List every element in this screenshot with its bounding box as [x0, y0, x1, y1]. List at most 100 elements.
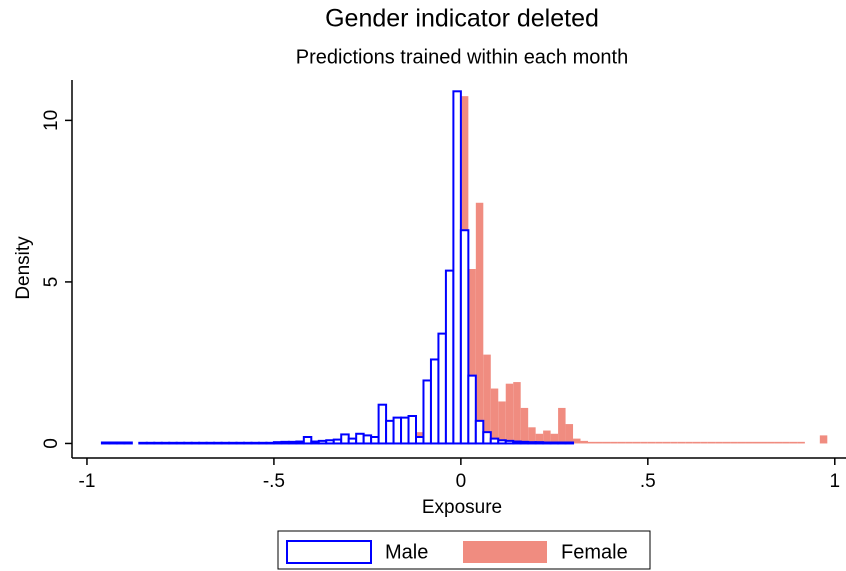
y-axis-label: Density [13, 236, 34, 300]
histogram-bar [213, 441, 223, 445]
histogram-bar [730, 441, 738, 444]
histogram-bar [205, 441, 216, 445]
histogram-bar [153, 441, 163, 445]
histogram-bar [145, 441, 156, 445]
histogram-bar [272, 441, 283, 445]
histogram-bar [519, 440, 530, 445]
histogram-bar [392, 416, 403, 445]
y-tick-label: 5 [41, 277, 62, 288]
chart-subtitle: Predictions trained within each month [296, 46, 628, 68]
legend: Male Female [286, 540, 628, 564]
histogram-bar [168, 441, 178, 445]
histogram-bar [400, 416, 410, 445]
histogram-bar [280, 440, 290, 445]
histogram-bar [459, 229, 470, 445]
histogram-bar [527, 441, 537, 445]
histogram-bar [550, 433, 559, 444]
histogram-bar [588, 441, 596, 444]
histogram-bar [504, 439, 515, 445]
histogram-bar [543, 430, 551, 444]
histogram-bar [745, 441, 753, 444]
histogram-bar [415, 436, 425, 445]
histogram-bar [737, 441, 746, 444]
histogram-bar [257, 441, 268, 445]
x-tick-label: -1 [79, 471, 96, 492]
histogram-bar [513, 382, 521, 444]
histogram-bar [662, 441, 671, 444]
histogram-bar [715, 441, 723, 444]
histogram-bar [534, 441, 545, 445]
histogram-bar [444, 269, 455, 445]
histogram-bar [340, 433, 350, 445]
histogram-bar [767, 441, 775, 444]
histogram-bar [377, 403, 388, 445]
histogram-bar [437, 332, 447, 445]
histogram-bar [370, 436, 380, 445]
histogram-bar [235, 441, 246, 445]
histogram-bar [625, 441, 633, 444]
histogram-bar [580, 440, 588, 444]
y-tick-label: 0 [41, 438, 62, 449]
histogram-bar [325, 439, 335, 445]
legend-label: Female [561, 541, 628, 563]
histogram-bar [183, 441, 193, 445]
histogram-bar [475, 202, 484, 444]
histogram-bar [347, 437, 358, 445]
histogram-bar [467, 374, 477, 445]
histogram-bar [468, 269, 476, 444]
histogram-bar [760, 441, 768, 444]
histogram-bar [489, 437, 500, 445]
histogram-bar [422, 379, 432, 445]
histogram-bar [602, 441, 611, 444]
histogram-bar [700, 441, 708, 444]
histogram-bar [452, 90, 462, 445]
histogram-bar [819, 435, 828, 444]
legend-label: Male [385, 541, 428, 563]
histogram-bar [138, 441, 148, 445]
histogram-bar [385, 419, 395, 445]
histogram-bar [707, 441, 716, 444]
histogram-bar [564, 441, 575, 445]
histogram-bar [595, 441, 603, 444]
histogram-bar [287, 440, 298, 445]
histogram-bar [610, 441, 618, 444]
legend-swatch [463, 541, 547, 563]
histogram-bar [549, 441, 560, 445]
histogram-bar [317, 439, 328, 445]
histogram-bar [160, 441, 171, 445]
histogram-bar [332, 438, 343, 445]
histogram-bar [490, 388, 499, 444]
histogram-bar [692, 441, 701, 444]
histogram-bar [617, 441, 626, 444]
x-tick-label: 0 [456, 471, 467, 492]
x-tick-label: 1 [829, 471, 840, 492]
histogram-bar [407, 415, 417, 445]
legend-swatch [286, 540, 372, 564]
histogram-bar [243, 441, 253, 445]
histogram-bar [108, 441, 118, 445]
histogram-bar [228, 441, 238, 445]
histogram-bar [520, 407, 529, 444]
histogram-bar [557, 441, 567, 445]
histogram-bar [670, 441, 678, 444]
histogram-bar [685, 441, 693, 444]
histogram-bar [774, 441, 783, 444]
histogram-bar [250, 441, 260, 445]
histogram-bar [558, 407, 566, 444]
y-tick-label: 10 [41, 110, 62, 131]
histogram-bar [123, 441, 133, 445]
histogram-bar [474, 419, 485, 445]
histogram-bar [429, 358, 440, 445]
x-tick-label: -.5 [263, 471, 285, 492]
histogram-bar [497, 439, 507, 445]
histogram-bar [789, 441, 798, 444]
histogram-bar [483, 354, 491, 444]
histogram-bar [265, 441, 275, 445]
histogram-bar [573, 438, 581, 444]
histogram-bar [647, 441, 656, 444]
histogram-bar [115, 441, 126, 445]
histogram-bar [310, 440, 320, 445]
chart-title: Gender indicator deleted [325, 5, 599, 33]
